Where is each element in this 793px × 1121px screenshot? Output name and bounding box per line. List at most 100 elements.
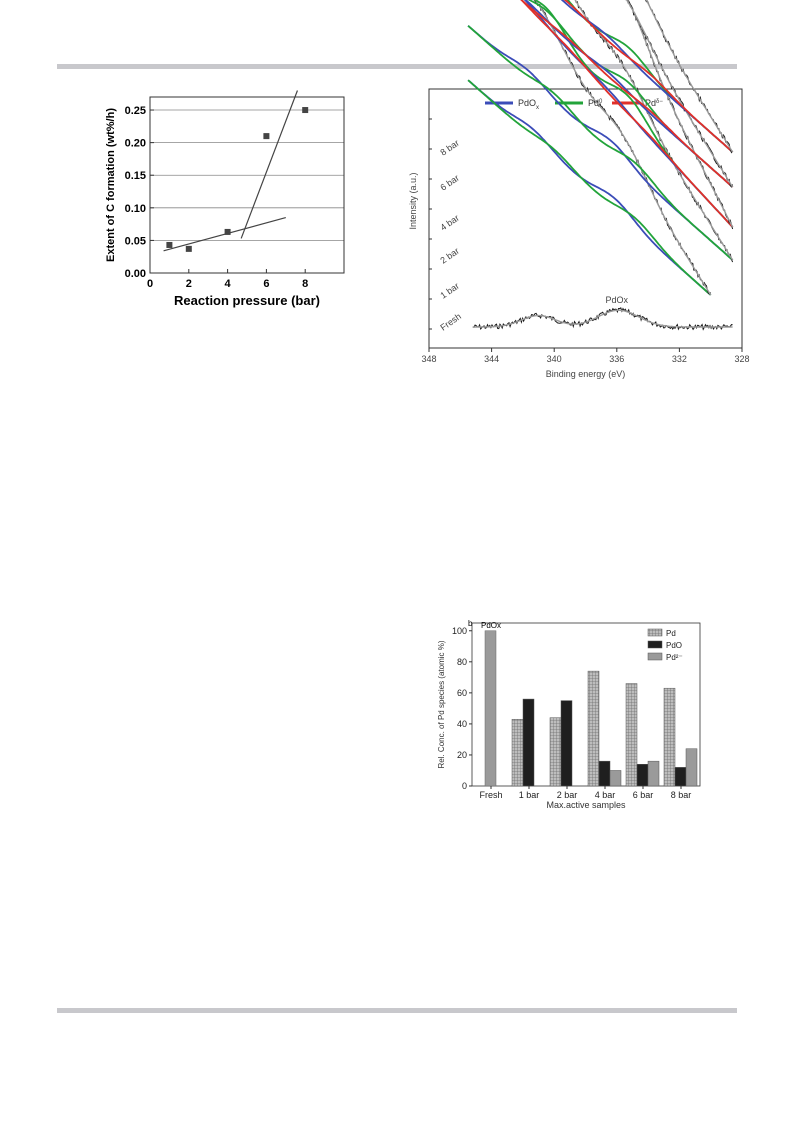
chart3-bar	[549, 717, 562, 787]
chart3-bar	[685, 748, 698, 787]
chart2-fit-envelope	[625, 0, 734, 188]
chart2-legend: PdOx Pd0 Pdδ−	[485, 98, 663, 111]
chart3-bar	[587, 670, 600, 787]
chart2-fit-envelope	[472, 309, 733, 328]
chart1-ticks: 0.00 0.05 0.10 0.15 0.20 0.25 0 2 4 6 8	[125, 105, 309, 290]
chart1-x-tick-label: 2	[186, 278, 192, 290]
chart2-component-curve	[520, 0, 734, 188]
chart3-x-tick-label: 2 bar	[557, 790, 578, 800]
chart2-component-curve	[563, 0, 734, 153]
chart2-fit-envelope	[626, 0, 734, 228]
xps-spectra-chart: PdOx Pd0 Pdδ− Fresh 1 bar 2 bar 4 bar 6 bar 8 b…	[408, 0, 750, 379]
chart3-bar	[598, 760, 611, 787]
chart1-x-tick-label: 6	[263, 278, 269, 290]
chart3-x-tick-label: 8 bar	[671, 790, 692, 800]
chart1-x-tick-label: 0	[147, 278, 153, 290]
chart2-component-curve	[520, 0, 734, 228]
chart2-component-curve	[467, 79, 712, 296]
chart2-x-tick-label: 332	[672, 354, 687, 364]
chart3-x-tick-label: 6 bar	[633, 790, 654, 800]
chart3-bar	[609, 770, 622, 787]
chart2-raw-spectrum	[533, 0, 712, 295]
chart1-y-tick-label: 0.05	[125, 235, 146, 247]
chart2-component-curve	[566, 0, 734, 153]
chart2-raw-spectrum	[574, 0, 734, 263]
chart3-bar	[625, 683, 638, 787]
chart3-bar	[522, 698, 535, 787]
chart1-data-point	[166, 241, 173, 248]
chart1-trendlines	[163, 90, 299, 252]
chart3-bar	[674, 767, 687, 787]
chart2-legend-label: Pd0	[588, 98, 603, 108]
chart2-spectrum-label: Fresh	[438, 311, 463, 332]
footer-rule	[57, 1008, 737, 1013]
chart3-y-tick-label: 100	[452, 626, 467, 636]
chart2-component-curve	[467, 25, 734, 261]
chart1-plot-frame	[149, 96, 345, 274]
chart1-points	[166, 107, 309, 252]
chart3-y-tick-label: 0	[462, 781, 467, 791]
chart2-spectrum-label: 4 bar	[438, 213, 461, 233]
chart1-y-tick-label: 0.25	[125, 105, 146, 117]
chart1-x-axis-label: Reaction pressure (bar)	[174, 293, 320, 308]
chart2-legend-label: Pdδ−	[645, 98, 663, 108]
chart2-ticks: 348 344 340 336 332 328	[421, 118, 750, 364]
chart3-bar	[511, 718, 524, 787]
chart1-y-axis-label: Extent of C formation (wt%/h)	[105, 108, 117, 262]
chart1-y-tick-label: 0.15	[125, 170, 146, 182]
chart2-annotation-pdox: PdOx	[606, 295, 629, 305]
chart2-component-curve	[467, 79, 712, 296]
chart3-ticks: Fresh 1 bar 2 bar 4 bar 6 bar 8 bar 0 20 40 60 80 1…	[452, 626, 691, 800]
chart1-x-tick-label: 4	[225, 278, 232, 290]
chart2-fit-envelope	[574, 0, 734, 261]
chart3-x-tick-label: Fresh	[479, 790, 502, 800]
chart1-y-tick-label: 0.00	[125, 268, 146, 280]
header-rule	[57, 64, 737, 69]
chart3-bar	[484, 630, 497, 787]
chart1-gridlines	[150, 109, 344, 241]
chart1-y-tick-label: 0.20	[125, 138, 146, 150]
chart3-y-axis-label: Rel. Conc. of Pd species (atomic %)	[437, 640, 446, 768]
chart2-spectrum-label: 8 bar	[438, 138, 461, 158]
chart3-annotation-pdox: PdOx	[481, 621, 501, 630]
pd-species-bar-chart: Fresh 1 bar 2 bar 4 bar 6 bar 8 bar 0 20 40 60 80 1…	[437, 619, 701, 810]
chart2-spectrum-label: 2 bar	[438, 246, 461, 266]
carbon-formation-chart: 0.00 0.05 0.10 0.15 0.20 0.25 0 2 4 6 8 Reaction p…	[105, 90, 345, 308]
chart3-bar	[560, 700, 573, 787]
chart2-component-curve	[560, 0, 734, 153]
chart2-raw-spectrum	[625, 0, 734, 188]
chart3-panel-label: b	[468, 619, 473, 628]
chart3-bar	[663, 687, 676, 787]
chart3-legend-swatch	[647, 640, 663, 649]
chart2-x-tick-label: 344	[484, 354, 499, 364]
chart1-y-tick-label: 0.10	[125, 203, 146, 215]
chart3-legend-label: Pd²⁻	[666, 653, 683, 662]
chart2-x-tick-label: 340	[547, 354, 562, 364]
chart1-trendline	[240, 90, 299, 239]
chart3-legend-label: Pd	[666, 629, 676, 638]
chart2-spectrum-label: 6 bar	[438, 173, 461, 193]
chart3-y-tick-label: 20	[457, 750, 467, 760]
chart3-y-tick-label: 80	[457, 657, 467, 667]
chart3-legend: Pd PdO Pd²⁻	[647, 628, 683, 662]
chart3-bar	[647, 760, 660, 787]
chart2-fit-envelope	[534, 0, 712, 296]
chart1-data-point	[302, 107, 309, 114]
chart3-legend-swatch	[647, 652, 663, 661]
chart2-x-tick-label: 328	[734, 354, 749, 364]
chart3-x-tick-label: 1 bar	[519, 790, 540, 800]
chart2-component-curve	[527, 0, 734, 188]
chart2-legend-label: PdOx	[518, 98, 539, 111]
chart2-x-axis-label: Binding energy (eV)	[546, 369, 626, 379]
chart3-plot-frame	[471, 622, 701, 787]
chart3-y-tick-label: 40	[457, 719, 467, 729]
chart2-spectra: Fresh 1 bar 2 bar 4 bar 6 bar 8 bar	[438, 0, 734, 333]
chart1-x-tick-label: 8	[302, 278, 308, 290]
chart3-x-axis-label: Max.active samples	[546, 800, 626, 810]
chart1-data-point	[224, 228, 231, 235]
chart1-data-point	[185, 245, 192, 252]
chart2-raw-spectrum	[645, 0, 733, 154]
chart3-y-tick-label: 60	[457, 688, 467, 698]
chart2-y-axis-label: Intensity (a.u.)	[408, 172, 418, 229]
chart2-x-tick-label: 348	[421, 354, 436, 364]
